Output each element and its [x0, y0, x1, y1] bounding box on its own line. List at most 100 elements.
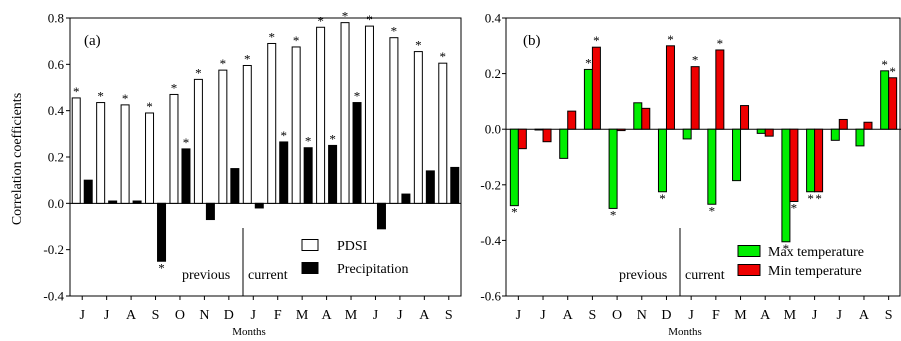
significance-star: *: [807, 191, 814, 206]
significance-star: *: [511, 205, 518, 220]
x-tick-label: J: [516, 308, 522, 323]
significance-star: *: [593, 33, 600, 48]
plot-frame: [505, 17, 901, 297]
bar-precipitation: [205, 202, 215, 221]
bar-min-temperature: [641, 107, 651, 130]
x-tick-label: J: [397, 308, 403, 323]
bar-pdsi: [169, 93, 179, 204]
bar-min-temperature: [863, 121, 873, 130]
bar-max-temperature: [657, 128, 667, 193]
legend: Max temperature Min temperature: [737, 245, 864, 279]
bar-precipitation: [401, 193, 411, 204]
bar-max-temperature: [633, 102, 643, 130]
significance-star: *: [692, 53, 699, 68]
y-tick-label: -0.4: [480, 233, 501, 248]
x-tick-label: N: [637, 308, 647, 323]
period-label-current: current: [685, 268, 725, 283]
bar-pdsi: [291, 46, 301, 204]
legend-label-pdsi: PDSI: [337, 239, 368, 254]
significance-star: *: [280, 128, 287, 143]
significance-star: *: [610, 207, 617, 222]
bar-precipitation: [376, 202, 386, 230]
x-tick-label: J: [79, 308, 85, 323]
significance-star: *: [391, 24, 398, 39]
bar-min-temperature: [789, 128, 799, 202]
x-tick-label: J: [251, 308, 257, 323]
bar-min-temperature: [517, 128, 527, 150]
bar-precipitation: [132, 200, 142, 204]
significance-star: *: [585, 55, 592, 70]
bar-min-temperature: [740, 105, 750, 130]
bar-precipitation: [352, 102, 362, 204]
significance-star: *: [220, 56, 227, 71]
significance-star: *: [195, 65, 202, 80]
x-tick-label: A: [859, 308, 870, 323]
significance-star: *: [667, 32, 674, 47]
x-tick-label: A: [419, 308, 430, 323]
significance-star: *: [709, 203, 716, 218]
significance-star: *: [440, 49, 447, 64]
bar-precipitation: [108, 200, 118, 204]
bar-pdsi: [364, 25, 374, 204]
x-tick-label: M: [734, 308, 747, 323]
legend-swatch-min-temperature: [737, 264, 761, 276]
bar-min-temperature: [567, 110, 577, 130]
bar-pdsi: [242, 64, 252, 204]
bar-pdsi: [71, 97, 81, 204]
bar-max-temperature: [534, 128, 544, 131]
x-tick-label: M: [296, 308, 309, 323]
y-tick-label: 0.2: [48, 150, 64, 165]
bar-precipitation: [254, 202, 264, 209]
bar-pdsi: [120, 104, 130, 204]
legend-label-precipitation: Precipitation: [337, 262, 409, 277]
x-tick-label: F: [274, 308, 282, 323]
x-tick-label: J: [540, 308, 546, 323]
period-label-current: current: [248, 268, 288, 283]
x-tick-label: S: [589, 308, 597, 323]
bar-precipitation: [83, 179, 93, 204]
y-tick-label: -0.6: [480, 289, 501, 304]
y-tick-label: -0.2: [43, 242, 64, 257]
bar-precipitation: [181, 148, 191, 204]
x-tick-label: A: [322, 308, 333, 323]
significance-star: *: [183, 135, 190, 150]
legend: PDSI Precipitation: [301, 239, 409, 277]
period-label-previous: previous: [619, 268, 667, 283]
panel-label: (b): [523, 33, 541, 49]
x-tick-label: M: [784, 308, 797, 323]
significance-star: *: [305, 134, 312, 149]
y-tick-label: -0.4: [43, 289, 64, 304]
bar-min-temperature: [838, 118, 848, 130]
bar-pdsi: [193, 78, 203, 204]
legend-label-max-temperature: Max temperature: [768, 245, 864, 260]
x-axis-label: Months: [668, 326, 702, 338]
x-tick-label: J: [688, 308, 694, 323]
significance-star: *: [73, 84, 80, 99]
significance-star: *: [171, 80, 178, 95]
bar-max-temperature: [855, 128, 865, 147]
bar-precipitation: [157, 202, 167, 262]
x-tick-label: N: [199, 308, 209, 323]
y-tick-label: 0.6: [48, 57, 65, 72]
significance-star: *: [317, 13, 324, 28]
bar-min-temperature: [542, 128, 552, 143]
significance-star: *: [783, 241, 790, 256]
y-tick-label: -0.2: [480, 177, 501, 192]
significance-star: *: [366, 12, 373, 27]
significance-star: *: [791, 200, 798, 215]
bar-max-temperature: [830, 128, 840, 141]
bar-min-temperature: [764, 128, 774, 137]
y-tick-label: 0.0: [48, 196, 64, 211]
bar-precipitation: [328, 144, 338, 204]
significance-star: *: [329, 131, 336, 146]
bar-pdsi: [267, 42, 277, 204]
x-tick-label: J: [373, 308, 379, 323]
x-tick-label: D: [661, 308, 671, 323]
x-tick-label: A: [760, 308, 771, 323]
x-tick-label: F: [712, 308, 720, 323]
bar-max-temperature: [707, 128, 717, 205]
bar-precipitation: [279, 141, 289, 204]
bar-min-temperature: [888, 77, 898, 130]
bar-max-temperature: [608, 128, 618, 209]
bar-max-temperature: [559, 128, 569, 159]
